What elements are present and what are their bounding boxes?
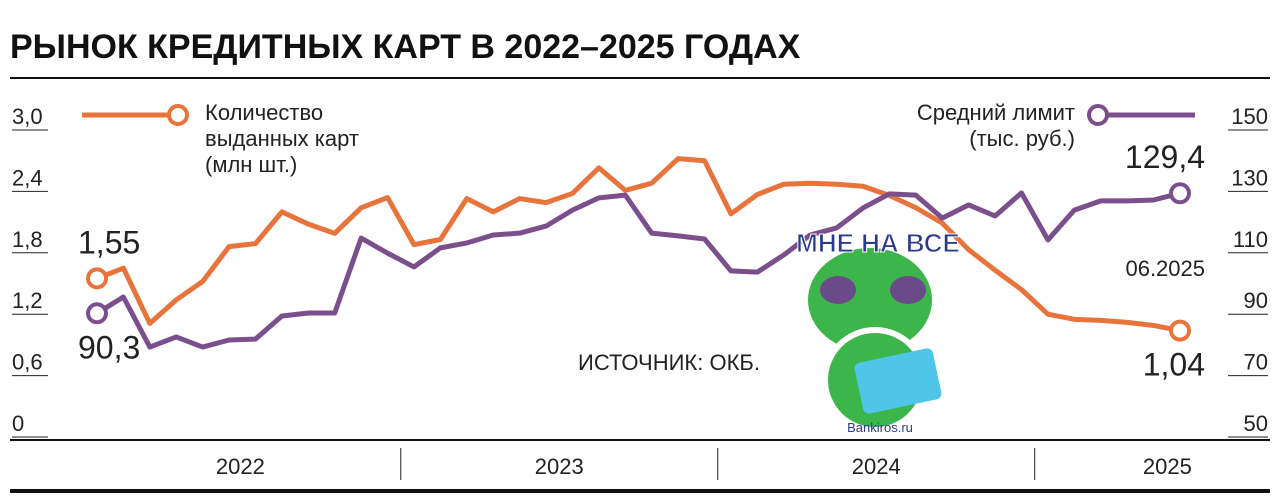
sticker-caption: МНЕ НА ВСЕ [796, 228, 960, 258]
x-tick-label: 2022 [216, 454, 265, 479]
y2-tick-label: 50 [1244, 411, 1268, 436]
end-marker [86, 302, 108, 325]
legend-label: Средний лимит (тыс. руб.) [916, 100, 1075, 151]
value-label: 90,3 [78, 329, 140, 365]
annotation: 06.2025 [1125, 256, 1205, 281]
y-tick-label: 1,8 [12, 227, 43, 252]
y2-tick-label: 150 [1231, 104, 1268, 129]
sticker: МНЕ НА ВСЕ Bankiros.ru [796, 228, 961, 436]
end-marker [1169, 182, 1191, 205]
sticker-card [854, 348, 942, 414]
y2-tick-label: 110 [1233, 227, 1268, 252]
y-tick-label: 1,2 [12, 288, 43, 313]
sticker-site: Bankiros.ru [847, 420, 913, 435]
chart-title: РЫНОК КРЕДИТНЫХ КАРТ В 2022–2025 ГОДАХ [10, 28, 801, 66]
y2-tick-label: 130 [1231, 165, 1268, 190]
legend-marker [167, 104, 189, 126]
x-tick-label: 2024 [852, 454, 901, 479]
y-tick-label: 2,4 [12, 165, 43, 190]
y2-tick-label: 70 [1244, 350, 1268, 375]
legend-marker [1087, 104, 1109, 126]
y-tick-label: 3,0 [12, 104, 43, 129]
value-label: 1,04 [1143, 347, 1205, 383]
end-marker [1169, 319, 1191, 342]
sticker-eye [820, 276, 856, 304]
value-label: 1,55 [78, 224, 140, 260]
x-tick-label: 2025 [1143, 454, 1192, 479]
end-marker [86, 267, 108, 290]
y-tick-label: 0,6 [12, 350, 43, 375]
series-line [95, 190, 1181, 350]
sticker-eye [890, 276, 926, 304]
x-tick-label: 2023 [535, 454, 584, 479]
value-label: 129,4 [1125, 139, 1205, 175]
y2-tick-label: 90 [1244, 288, 1268, 313]
source: ИСТОЧНИК: ОКБ. [578, 350, 760, 375]
series-line [96, 156, 1181, 334]
y-tick-label: 0 [12, 411, 24, 436]
legend-label: Количество выданных карт (млн шт.) [205, 100, 359, 177]
